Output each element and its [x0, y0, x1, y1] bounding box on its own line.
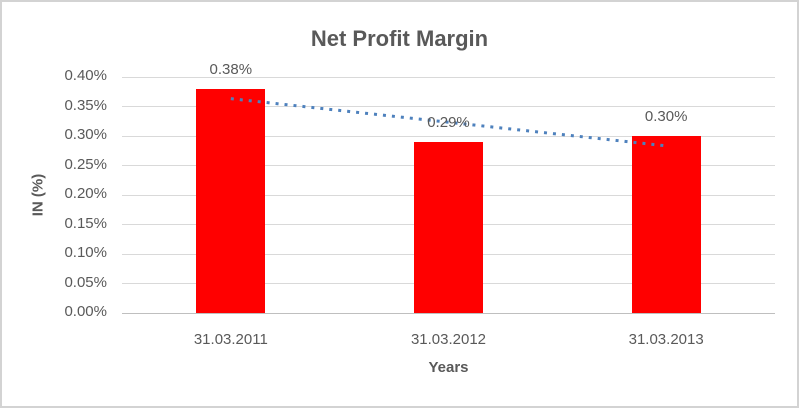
y-tick-label: 0.15% [64, 214, 107, 232]
x-tick-label: 31.03.2011 [193, 331, 268, 348]
bar [196, 88, 266, 313]
chart-title: Net Profit Margin [310, 26, 489, 51]
bar-data-label: 0.38% [209, 60, 253, 78]
x-tick-label: 31.03.2012 [410, 331, 487, 348]
x-tick-label: 31.03.2013 [628, 331, 704, 348]
y-tick-label: 0.00% [64, 303, 107, 320]
bar [414, 141, 483, 313]
y-tick-label: 0.40% [64, 67, 107, 84]
y-tick-label: 0.20% [64, 185, 107, 202]
x-axis-line [122, 312, 775, 314]
y-tick-label: 0.10% [64, 244, 107, 261]
x-axis-title: Years [428, 359, 469, 376]
y-tick-label: 0.35% [64, 96, 107, 114]
y-tick-label: 0.30% [64, 126, 107, 143]
gridline [122, 76, 775, 78]
y-tick-label: 0.25% [64, 155, 107, 173]
y-tick-label: 0.05% [64, 273, 107, 291]
bar-data-label: 0.30% [644, 108, 688, 125]
bar [631, 136, 701, 313]
bar-data-label: 0.29% [427, 113, 470, 131]
